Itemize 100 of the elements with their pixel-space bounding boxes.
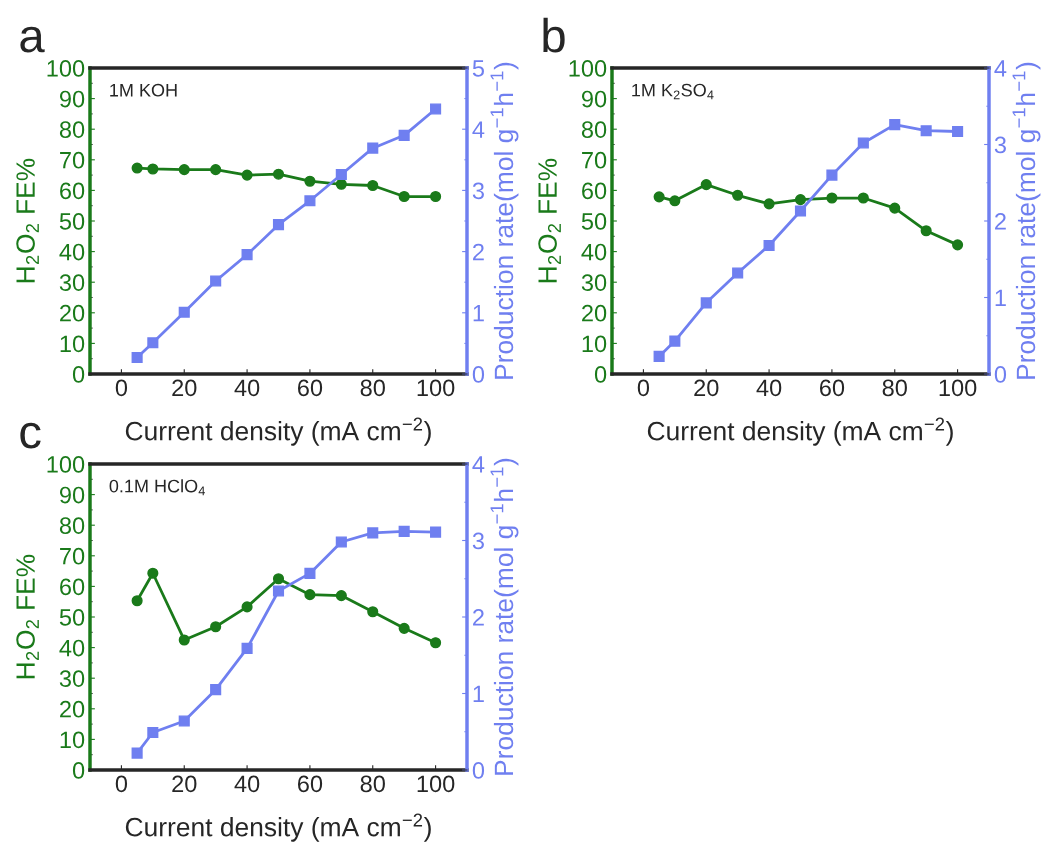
point <box>272 168 285 180</box>
y-axis-title: H$_{2}$O$_{2}$ FE% <box>16 158 39 283</box>
point <box>304 195 316 207</box>
point <box>952 125 964 138</box>
x-tick-label: 100 <box>939 379 977 397</box>
point <box>210 275 222 287</box>
chart-title: b <box>543 17 565 53</box>
point <box>147 567 159 579</box>
point <box>147 726 159 739</box>
point <box>241 601 253 613</box>
y2-axis-title: Production rate(mol g$^{−1}$h$^{−1}$) <box>490 458 519 775</box>
point <box>304 589 316 601</box>
y-tick-label: 60 <box>60 578 85 596</box>
point <box>178 715 190 727</box>
point <box>272 219 285 231</box>
x-tick-label: 100 <box>417 775 455 793</box>
y-tick-label: 30 <box>581 274 607 291</box>
chart-title: a <box>20 26 45 53</box>
point <box>794 194 807 206</box>
y-tick-label: 80 <box>59 517 85 534</box>
y-tick-label: 10 <box>60 335 85 353</box>
y-tick-label: 30 <box>59 274 85 291</box>
y2-tick-label: 4 <box>994 60 1007 77</box>
point <box>889 202 901 214</box>
point <box>178 306 190 318</box>
y2-tick-label: 2 <box>995 213 1006 230</box>
x-axis-title: Current density (mA cm$^{−2}$) <box>647 417 953 446</box>
point <box>131 351 143 364</box>
point <box>794 205 807 217</box>
y-tick-label: 50 <box>59 609 85 626</box>
point <box>857 192 869 204</box>
point <box>147 163 159 175</box>
y-axis-title: H$_{2}$O$_{2}$ FE% <box>538 158 561 283</box>
point <box>430 103 442 115</box>
y2-tick-label: 5 <box>472 60 484 77</box>
point <box>732 189 744 201</box>
y-tick-label: 80 <box>59 121 85 138</box>
y-tick-label: 70 <box>60 547 85 565</box>
point <box>430 526 442 538</box>
x-tick-label: 40 <box>234 775 260 793</box>
point <box>335 590 347 602</box>
x-tick-label: 100 <box>417 379 455 397</box>
y2-tick-label: 3 <box>472 532 484 550</box>
y-tick-label: 20 <box>60 304 85 322</box>
point <box>398 129 410 141</box>
y-tick-label: 40 <box>59 639 85 657</box>
point <box>398 190 410 203</box>
y2-tick-label: 0 <box>472 762 485 779</box>
y2-axis-title: Production rate(mol g$^{−1}$h$^{−1}$) <box>1012 62 1041 379</box>
point <box>367 606 379 618</box>
point <box>430 190 442 203</box>
point <box>131 747 143 759</box>
y-tick-label: 100 <box>569 60 607 77</box>
point <box>398 622 410 634</box>
y-tick-label: 100 <box>47 456 85 473</box>
point <box>669 335 681 347</box>
x-tick-label: 0 <box>115 379 128 397</box>
x-tick-label: 80 <box>882 379 907 397</box>
y-tick-label: 60 <box>60 182 85 200</box>
point <box>272 573 285 585</box>
y-tick-label: 50 <box>59 213 85 230</box>
y2-tick-label: 4 <box>472 121 485 138</box>
point <box>826 169 838 181</box>
point <box>763 239 775 252</box>
point <box>653 350 665 362</box>
y2-tick-label: 1 <box>473 685 484 703</box>
point <box>700 297 712 309</box>
x-tick-label: 80 <box>360 379 385 397</box>
y2-tick-label: 0 <box>472 366 485 383</box>
point <box>920 225 932 237</box>
y2-tick-label: 2 <box>473 609 484 626</box>
point <box>889 119 901 131</box>
y-tick-label: 10 <box>582 335 607 353</box>
point <box>272 585 285 597</box>
point <box>367 142 379 154</box>
chart-title: c <box>20 422 41 449</box>
point <box>241 249 253 261</box>
point <box>732 267 744 279</box>
y-tick-label: 40 <box>581 243 607 261</box>
x-axis-title: Current density (mA cm$^{−2}$) <box>125 813 431 842</box>
point <box>826 192 838 204</box>
point <box>763 198 775 210</box>
y-tick-label: 20 <box>582 304 607 322</box>
point <box>952 239 964 251</box>
point <box>653 191 665 203</box>
point <box>920 125 932 137</box>
y-axis-title: H$_{2}$O$_{2}$ FE% <box>16 554 39 679</box>
point <box>210 621 222 633</box>
y-tick-label: 0 <box>594 366 607 383</box>
x-tick-label: 0 <box>115 775 128 793</box>
annotation: 1M KOH <box>110 83 177 97</box>
y-tick-label: 70 <box>582 151 607 169</box>
y-tick-label: 40 <box>59 243 85 261</box>
x-tick-label: 60 <box>297 775 323 793</box>
y-tick-label: 90 <box>581 90 607 108</box>
point <box>700 179 712 191</box>
annotation: 0.1M HClO$_{4}$ <box>109 479 205 496</box>
x-axis-title: Current density (mA cm$^{−2}$) <box>125 417 431 446</box>
y2-tick-label: 3 <box>994 136 1006 154</box>
point <box>178 634 190 646</box>
